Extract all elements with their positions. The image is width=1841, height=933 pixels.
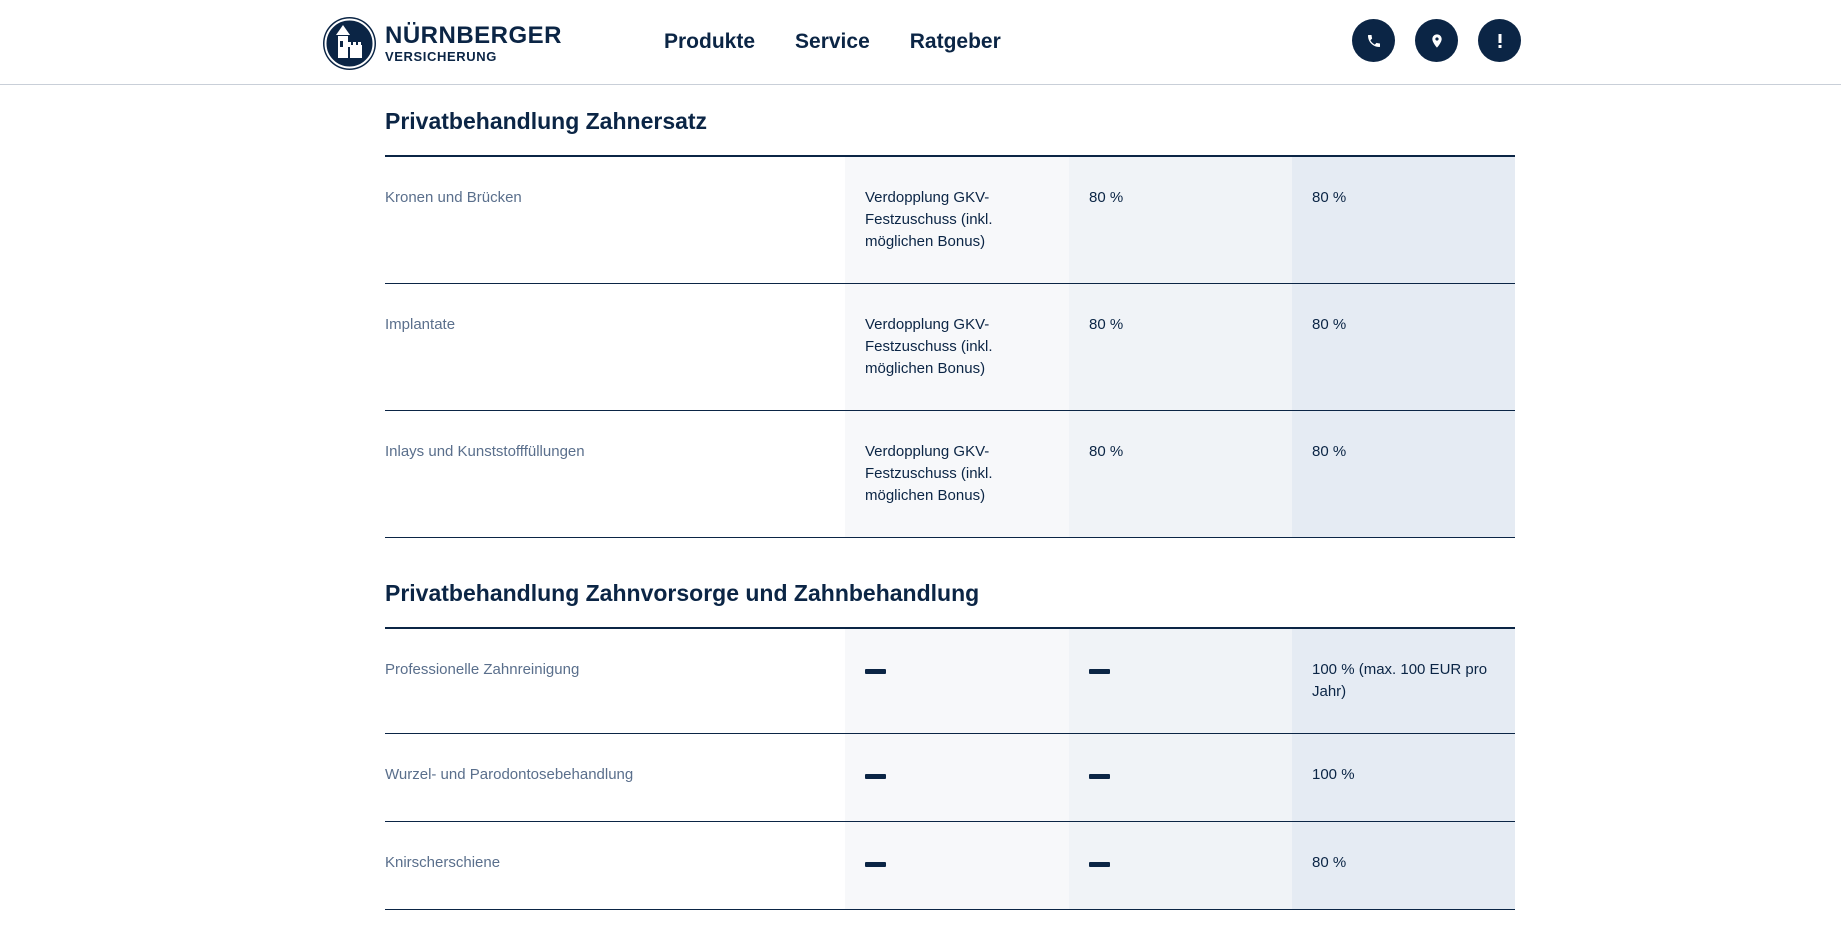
- site-header: NÜRNBERGER VERSICHERUNG Produkte Service…: [0, 0, 1841, 85]
- table-row: Knirscherschiene 80 %: [385, 822, 1515, 910]
- nuernberger-logo[interactable]: NÜRNBERGER VERSICHERUNG: [323, 17, 562, 70]
- section-title-zahnersatz: Privatbehandlung Zahnersatz: [385, 85, 1515, 157]
- tariff-cell-2: [1069, 629, 1292, 733]
- nav-service[interactable]: Service: [795, 30, 870, 53]
- tariff-cell-3: 80 %: [1292, 157, 1515, 283]
- tariff-cell-3: 80 %: [1292, 284, 1515, 410]
- tariff-cell-1: [845, 734, 1069, 821]
- tariff-cell-1: Verdopplung GKV-Festzuschuss (inkl. mögl…: [845, 284, 1069, 410]
- nav-ratgeber[interactable]: Ratgeber: [909, 30, 1001, 53]
- tariff-cell-2: 80 %: [1069, 284, 1292, 410]
- tariff-cell-3: 100 % (max. 100 EUR pro Jahr): [1292, 629, 1515, 733]
- table-row: Professionelle Zahnreinigung 100 % (max.…: [385, 629, 1515, 734]
- castle-logo-icon: [323, 17, 376, 70]
- tariff-cell-3: 100 %: [1292, 734, 1515, 821]
- tariff-cell-2: 80 %: [1069, 157, 1292, 283]
- not-included-dash: [865, 774, 886, 779]
- row-label: Inlays und Kunststofffüllungen: [385, 443, 585, 460]
- not-included-dash: [1089, 862, 1110, 867]
- tariff-cell-1: Verdopplung GKV-Festzuschuss (inkl. mögl…: [845, 411, 1069, 537]
- nav-produkte[interactable]: Produkte: [664, 30, 756, 53]
- tariff-cell-1: Verdopplung GKV-Festzuschuss (inkl. mögl…: [845, 157, 1069, 283]
- row-label: Implantate: [385, 316, 456, 333]
- table-row: Kronen und Brücken Verdopplung GKV-Festz…: [385, 157, 1515, 284]
- tariff-cell-3: 80 %: [1292, 822, 1515, 909]
- not-included-dash: [1089, 774, 1110, 779]
- table-row: Implantate Verdopplung GKV-Festzuschuss …: [385, 284, 1515, 411]
- not-included-dash: [865, 862, 886, 867]
- row-label: Wurzel- und Parodontosebehandlung: [385, 766, 634, 783]
- tariff-cell-3: 80 %: [1292, 411, 1515, 537]
- not-included-dash: [865, 669, 886, 674]
- location-pin-icon: [1431, 33, 1442, 48]
- tariff-cell-2: 80 %: [1069, 411, 1292, 537]
- tariff-cell-2: [1069, 734, 1292, 821]
- table-row: Inlays und Kunststofffüllungen Verdopplu…: [385, 411, 1515, 538]
- exclamation-icon: [1498, 33, 1501, 48]
- logo-brand-text: NÜRNBERGER: [385, 22, 563, 49]
- row-label: Kronen und Brücken: [385, 189, 522, 206]
- tariff-cell-1: [845, 629, 1069, 733]
- comparison-content: Privatbehandlung Zahnersatz Kronen und B…: [385, 85, 1515, 910]
- section-title-zahnvorsorge: Privatbehandlung Zahnvorsorge und Zahnbe…: [385, 538, 1515, 629]
- logo-sub-text: VERSICHERUNG: [385, 49, 497, 64]
- tariff-cell-1: [845, 822, 1069, 909]
- location-button[interactable]: [1415, 19, 1458, 62]
- notice-button[interactable]: [1478, 19, 1521, 62]
- header-actions: [1352, 19, 1521, 62]
- not-included-dash: [1089, 669, 1110, 674]
- phone-icon: [1367, 34, 1380, 47]
- phone-button[interactable]: [1352, 19, 1395, 62]
- table-row: Wurzel- und Parodontosebehandlung 100 %: [385, 734, 1515, 822]
- row-label: Knirscherschiene: [385, 854, 501, 871]
- tariff-cell-2: [1069, 822, 1292, 909]
- row-label: Professionelle Zahnreinigung: [385, 661, 580, 678]
- main-nav: Produkte Service Ratgeber: [664, 30, 1001, 54]
